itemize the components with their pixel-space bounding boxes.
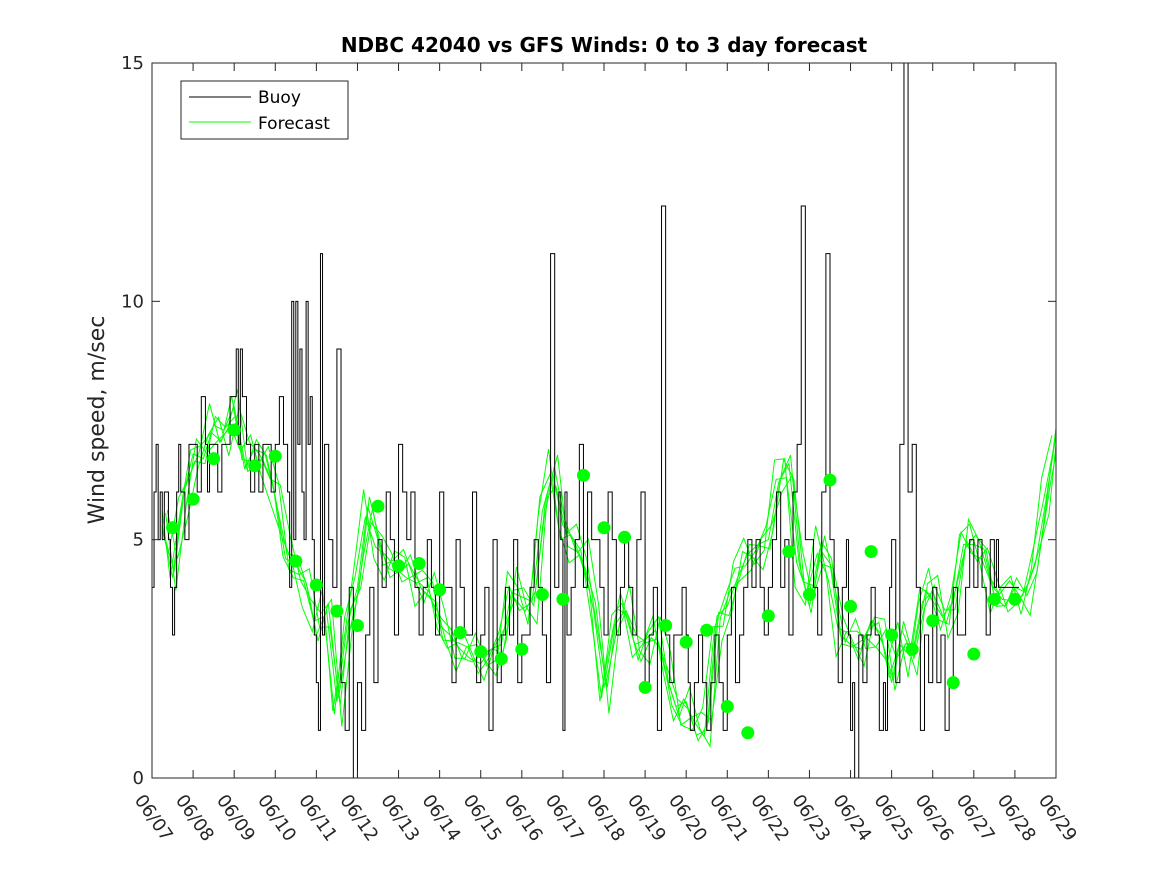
x-tick-label: 06/21 [705, 791, 752, 846]
x-tick-label: 06/16 [500, 791, 547, 846]
series-forecast-line [161, 395, 1055, 739]
forecast-marker [289, 554, 303, 568]
legend-forecast-label: Forecast [258, 114, 330, 134]
x-tick-label: 06/28 [993, 791, 1040, 846]
forecast-marker [782, 545, 796, 559]
y-axis-label: Wind speed, m/sec [85, 316, 110, 525]
forecast-markers-layer [166, 423, 1022, 740]
forecast-marker [576, 468, 590, 482]
forecast-marker [700, 623, 714, 637]
x-tick-label: 06/11 [294, 791, 341, 846]
forecast-marker [186, 492, 200, 506]
forecast-marker [987, 592, 1001, 606]
series-forecast-line [166, 407, 1057, 727]
forecast-marker [741, 726, 755, 740]
forecast-marker [556, 592, 570, 606]
y-tick-label: 5 [133, 530, 144, 551]
y-tick-label: 15 [121, 53, 144, 74]
series-forecast-line [163, 414, 1057, 742]
forecast-marker [515, 642, 529, 656]
x-tick-label: 06/26 [911, 791, 958, 846]
forecast-marker [248, 459, 262, 473]
forecast-marker [905, 642, 919, 656]
forecast-marker [761, 609, 775, 623]
x-tick-label: 06/24 [828, 791, 875, 846]
forecast-marker [618, 530, 632, 544]
forecast-marker [885, 628, 899, 642]
forecast-marker [802, 587, 816, 601]
y-tick-label: 0 [133, 768, 144, 789]
forecast-marker [474, 645, 488, 659]
forecast-marker [309, 578, 323, 592]
forecast-marker [350, 618, 364, 632]
x-tick-label: 06/27 [952, 791, 999, 846]
forecast-marker [433, 583, 447, 597]
x-tick-label: 06/14 [418, 791, 465, 846]
forecast-marker [494, 652, 508, 666]
forecast-marker [227, 423, 241, 437]
forecast-marker [166, 521, 180, 535]
x-tick-label: 06/12 [335, 791, 382, 846]
forecast-marker [967, 647, 981, 661]
forecast-marker [268, 449, 282, 463]
forecast-marker [659, 618, 673, 632]
x-tick-label: 06/17 [541, 791, 588, 846]
forecast-marker [392, 559, 406, 573]
chart-title: NDBC 42040 vs GFS Winds: 0 to 3 day fore… [341, 33, 868, 57]
x-tick-label: 06/09 [212, 791, 259, 846]
forecast-marker [207, 452, 221, 466]
x-tick-label: 06/10 [253, 791, 300, 846]
forecast-marker [720, 700, 734, 713]
x-tick-label: 06/07 [130, 791, 177, 846]
x-tick-label: 06/20 [664, 791, 711, 846]
legend-buoy-label: Buoy [258, 88, 301, 108]
forecast-marker [864, 545, 878, 559]
legend: Buoy Forecast [180, 80, 349, 140]
buoy-series-layer [152, 62, 1020, 779]
x-tick-label: 06/29 [1034, 791, 1081, 846]
y-tick-label: 10 [121, 291, 144, 312]
forecast-marker [412, 557, 426, 570]
forecast-marker [844, 599, 858, 613]
forecast-marker [926, 614, 940, 628]
legend-box [180, 80, 349, 140]
y-axis-ticks: 0 5 10 15 [121, 53, 1056, 789]
x-tick-label: 06/13 [376, 791, 423, 846]
forecast-marker [946, 676, 960, 690]
x-tick-label: 06/18 [582, 791, 629, 846]
series-forecast-line [161, 403, 1053, 731]
forecast-marker [638, 680, 652, 694]
forecast-marker [1008, 592, 1022, 606]
series-buoy-line [152, 62, 1020, 779]
forecast-marker [679, 635, 693, 649]
forecast-marker [371, 499, 385, 513]
x-tick-label: 06/23 [787, 791, 834, 846]
forecast-marker [535, 587, 549, 601]
x-tick-label: 06/25 [870, 791, 917, 846]
forecast-marker [330, 604, 344, 618]
forecast-marker [823, 473, 837, 487]
forecast-marker [597, 521, 611, 535]
x-tick-label: 06/08 [171, 791, 218, 846]
x-tick-label: 06/15 [459, 791, 506, 846]
x-tick-label: 06/22 [746, 791, 793, 846]
forecast-marker [453, 626, 467, 640]
x-tick-label: 06/19 [623, 791, 670, 846]
